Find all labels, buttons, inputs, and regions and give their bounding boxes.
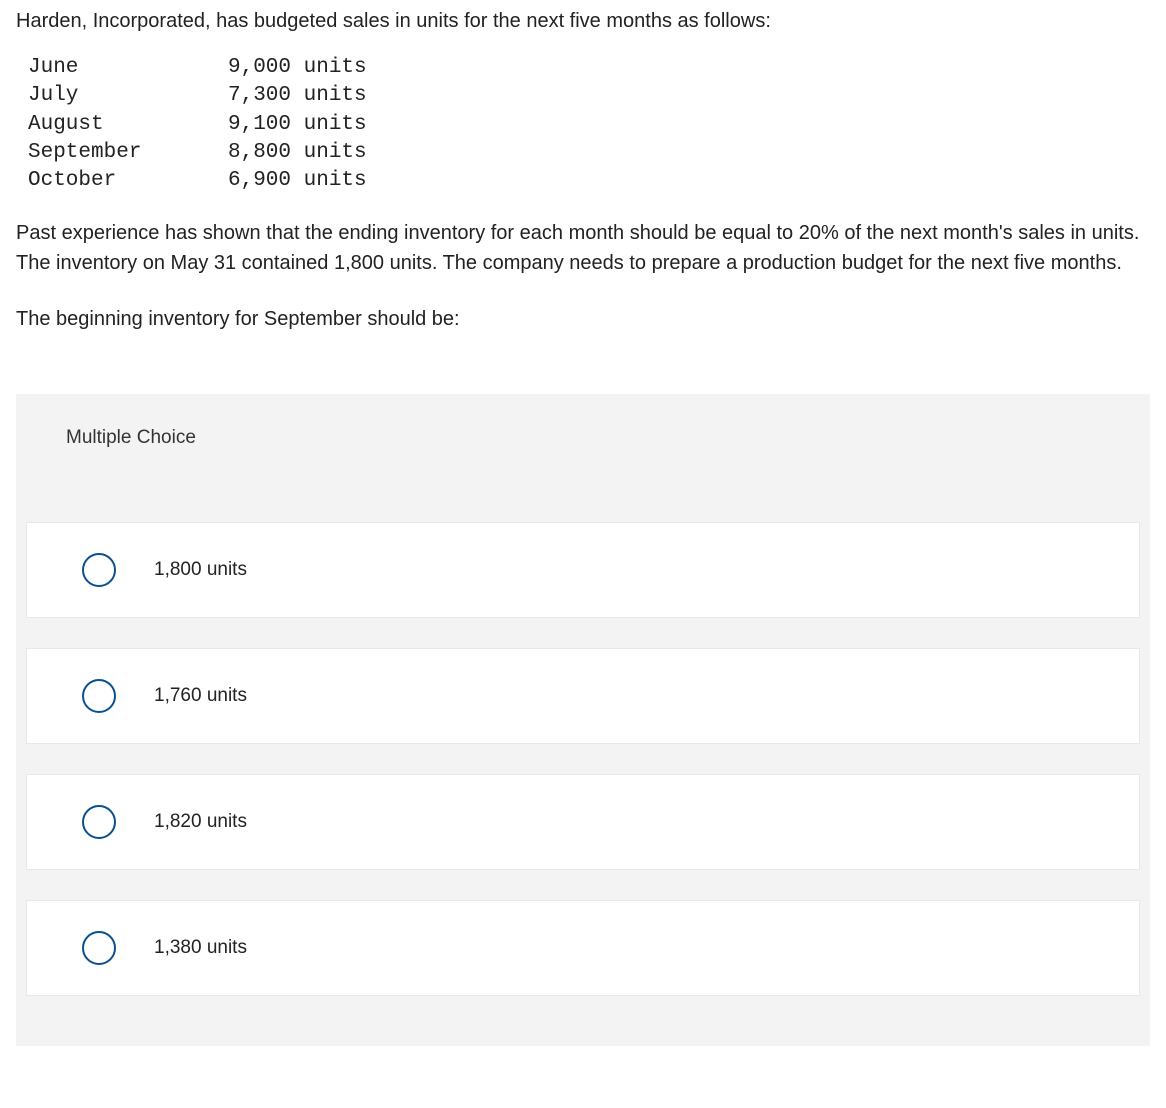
mc-options-list: 1,800 units 1,760 units 1,820 units 1,38… xyxy=(16,482,1150,996)
radio-icon[interactable] xyxy=(82,553,116,587)
mc-option[interactable]: 1,760 units xyxy=(26,648,1140,744)
question-text: The beginning inventory for September sh… xyxy=(16,304,1150,334)
mc-option-label: 1,800 units xyxy=(154,556,247,585)
radio-icon[interactable] xyxy=(82,931,116,965)
value-cell: 9,000 units xyxy=(228,54,367,82)
month-cell: July xyxy=(28,82,228,110)
month-cell: October xyxy=(28,167,228,195)
mc-option[interactable]: 1,800 units xyxy=(26,522,1140,618)
intro-text: Harden, Incorporated, has budgeted sales… xyxy=(16,6,1150,36)
month-cell: September xyxy=(28,139,228,167)
month-cell: June xyxy=(28,54,228,82)
value-cell: 8,800 units xyxy=(228,139,367,167)
mc-option-label: 1,760 units xyxy=(154,682,247,711)
table-row: June 9,000 units xyxy=(28,54,1150,82)
table-row: August 9,100 units xyxy=(28,111,1150,139)
mc-option-label: 1,380 units xyxy=(154,934,247,963)
context-text: Past experience has shown that the endin… xyxy=(16,218,1150,278)
mc-header: Multiple Choice xyxy=(16,394,1150,483)
mc-option-label: 1,820 units xyxy=(154,808,247,837)
radio-icon[interactable] xyxy=(82,805,116,839)
value-cell: 7,300 units xyxy=(228,82,367,110)
multiple-choice-panel: Multiple Choice 1,800 units 1,760 units … xyxy=(16,394,1150,1047)
mc-option[interactable]: 1,380 units xyxy=(26,900,1140,996)
table-row: July 7,300 units xyxy=(28,82,1150,110)
value-cell: 9,100 units xyxy=(228,111,367,139)
radio-icon[interactable] xyxy=(82,679,116,713)
table-row: October 6,900 units xyxy=(28,167,1150,195)
value-cell: 6,900 units xyxy=(228,167,367,195)
table-row: September 8,800 units xyxy=(28,139,1150,167)
budget-table: June 9,000 units July 7,300 units August… xyxy=(28,54,1150,196)
mc-option[interactable]: 1,820 units xyxy=(26,774,1140,870)
month-cell: August xyxy=(28,111,228,139)
